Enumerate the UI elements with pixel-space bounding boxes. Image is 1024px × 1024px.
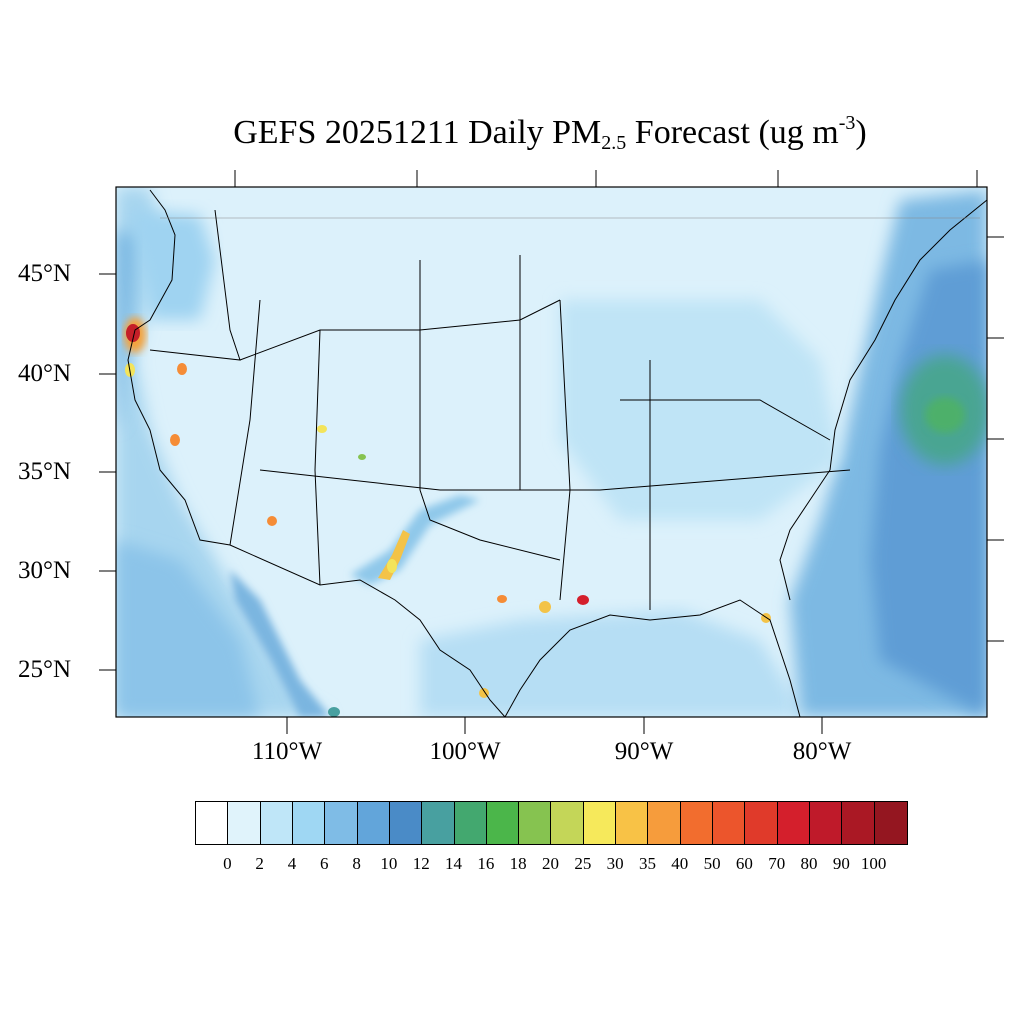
colorbar-label: 14	[445, 854, 463, 873]
colorbar-label: 8	[352, 854, 361, 873]
lon-label-100: 100°W	[429, 738, 501, 765]
colorbar-swatch	[616, 802, 649, 844]
colorbar-label: 2	[255, 854, 264, 873]
colorbar-label: 10	[380, 854, 398, 873]
colorbar-swatch	[325, 802, 358, 844]
colorbar-swatch	[228, 802, 261, 844]
colorbar-label: 6	[320, 854, 329, 873]
map-field	[116, 187, 987, 717]
colorbar-labels: 0 2 4 6 8 10 12 14 16 18 20 25 30 35 40 50 60 70 80 90 100	[195, 854, 908, 874]
lat-label-35: 35°N	[18, 458, 72, 485]
left-ticks	[99, 273, 116, 671]
colorbar-label: 20	[542, 854, 559, 873]
colorbar-label: 16	[477, 854, 495, 873]
colorbar-label: 40	[671, 854, 689, 873]
colorbar-label: 35	[638, 854, 656, 873]
lat-label-25: 25°N	[18, 656, 72, 683]
lat-label-45: 45°N	[18, 260, 72, 287]
colorbar-label: 50	[703, 854, 721, 873]
colorbar-label: 90	[832, 854, 850, 873]
colorbar-swatch	[680, 802, 713, 844]
colorbar-swatch	[713, 802, 746, 844]
map-frame	[115, 186, 988, 718]
bottom-ticks	[286, 717, 823, 734]
top-ticks	[234, 170, 978, 187]
pm25-forecast-map	[99, 170, 1004, 734]
colorbar-swatch	[551, 802, 584, 844]
map-title: GEFS 20251211 Daily PM2.5 Forecast (ug m…	[233, 112, 867, 154]
lat-label-40: 40°N	[18, 360, 72, 387]
colorbar-swatch	[422, 802, 455, 844]
colorbar-label: 30	[606, 854, 624, 873]
colorbar-swatch	[260, 802, 293, 844]
lon-label-90: 90°W	[614, 738, 674, 765]
colorbar-label: 70	[768, 854, 786, 873]
colorbar-label: 12	[412, 854, 430, 873]
colorbar-swatch	[777, 802, 810, 844]
colorbar-label: 80	[800, 854, 818, 873]
colorbar-label: 100	[860, 854, 887, 873]
colorbar-swatch	[809, 802, 843, 844]
lon-label-110: 110°W	[251, 738, 323, 765]
colorbar-label: 0	[223, 854, 232, 873]
right-ticks	[987, 236, 1004, 642]
colorbar-label: 18	[509, 854, 527, 873]
colorbar-label: 60	[735, 854, 753, 873]
colorbar-swatch	[357, 802, 390, 844]
colorbar-swatch	[454, 802, 487, 844]
colorbar-swatch	[745, 802, 778, 844]
colorbar-label: 25	[574, 854, 592, 873]
hotspots	[124, 317, 771, 717]
colorbar-swatch	[583, 802, 617, 844]
lon-label-80: 80°W	[792, 738, 852, 765]
colorbar-label: 4	[287, 854, 297, 873]
map-borders	[127, 189, 987, 717]
colorbar-swatch	[196, 802, 229, 844]
colorbar-swatch	[519, 802, 552, 844]
colorbar-swatch	[486, 802, 520, 844]
colorbar-swatch	[648, 802, 681, 844]
colorbar-swatch	[874, 802, 907, 844]
colorbar-swatch	[292, 802, 326, 844]
lat-label-30: 30°N	[18, 557, 72, 584]
colorbar-swatch	[389, 802, 423, 844]
colorbar-swatch	[842, 802, 875, 844]
colorbar	[195, 801, 908, 845]
